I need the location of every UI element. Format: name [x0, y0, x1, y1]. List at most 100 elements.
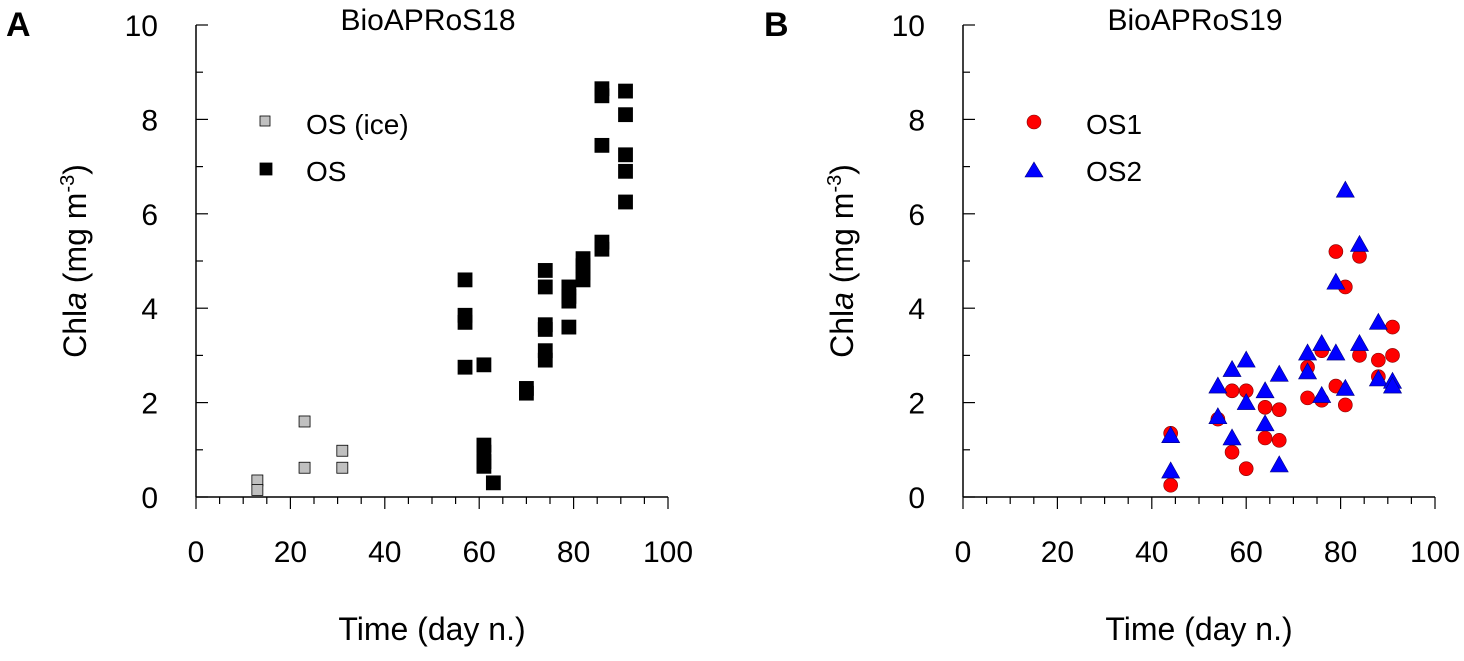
panel-a-y-label-prefix: Chl	[57, 310, 93, 358]
y-tick-label-2: 2	[141, 388, 158, 421]
y-tick-label-6: 6	[141, 199, 158, 232]
panel-b-points	[1161, 180, 1403, 493]
panel-a-title: BioAPRoS18	[340, 4, 515, 37]
panel-b-legend: OS1 OS2	[1024, 109, 1142, 187]
legend-label-os2: OS2	[1086, 156, 1142, 187]
point-os-31	[618, 83, 633, 99]
panel-a-points	[251, 81, 633, 496]
point-os2-22	[1368, 312, 1388, 330]
legend-label-os1: OS1	[1086, 109, 1142, 140]
point-os-ice-2	[298, 415, 311, 428]
point-os-20	[561, 293, 577, 309]
y-tick-label-4: 4	[141, 293, 158, 326]
point-os1-15	[1328, 244, 1344, 259]
point-os2-2	[1208, 376, 1228, 394]
point-os1-9	[1271, 402, 1287, 417]
point-os1-3	[1224, 383, 1240, 399]
point-os2-13	[1298, 362, 1318, 380]
legend-marker-os1	[1026, 114, 1042, 130]
point-os-32	[618, 107, 633, 123]
point-os-25	[575, 272, 591, 288]
point-os2-5	[1222, 428, 1242, 446]
point-os2-6	[1236, 350, 1256, 368]
panel-b-xtick-labels: 0 20 40 60 80 100	[955, 536, 1460, 569]
panel-a-ticks	[195, 24, 669, 509]
panel-a-letter: A	[6, 6, 31, 44]
point-os-35	[618, 194, 633, 210]
x-tick-label-0: 0	[955, 536, 972, 569]
panel-a-y-label-units: (mg m	[57, 193, 93, 293]
point-os2-9	[1255, 414, 1275, 432]
panel-a-y-label: Chla (mg m-3)	[57, 164, 93, 358]
x-tick-label-40: 40	[368, 536, 401, 569]
panel-a-x-label: Time (day n.)	[338, 611, 525, 647]
panel-a: A BioAPRoS18 0 20 40 60 80 100 0 2 4 6 8 10 Time (…	[6, 4, 693, 647]
x-tick-label-100: 100	[1410, 536, 1460, 569]
point-os-0	[457, 272, 473, 288]
point-os-11	[519, 385, 534, 401]
legend-marker-os	[259, 162, 273, 176]
point-os1-1	[1163, 477, 1178, 493]
panel-b-ytick-labels: 0 2 4 6 8 10	[892, 10, 925, 515]
point-os1-23	[1385, 319, 1400, 335]
x-tick-label-80: 80	[1324, 536, 1357, 569]
panel-b-ticks	[962, 24, 1436, 509]
point-os2-23	[1368, 369, 1388, 387]
point-os-12	[537, 263, 553, 278]
panel-a-xtick-labels: 0 20 40 60 80 100	[188, 536, 693, 569]
legend-label-os-ice: OS (ice)	[306, 109, 409, 140]
point-os-30	[594, 241, 610, 257]
point-os2-18	[1335, 180, 1355, 198]
point-os-9	[485, 475, 501, 491]
point-os2-11	[1269, 455, 1289, 473]
point-os2-17	[1326, 343, 1346, 361]
x-tick-label-0: 0	[188, 536, 205, 569]
x-tick-label-40: 40	[1135, 536, 1168, 569]
panel-b-title: BioAPRoS19	[1107, 4, 1282, 37]
y-tick-label-4: 4	[908, 293, 925, 326]
point-os2-20	[1349, 234, 1369, 252]
panel-b-x-label: Time (day n.)	[1105, 611, 1292, 647]
point-os2-8	[1255, 381, 1275, 399]
panel-b-y-label: Chla (mg m-3)	[824, 164, 860, 358]
panel-b-y-label-close: )	[824, 164, 860, 175]
x-tick-label-60: 60	[463, 536, 496, 569]
point-os-27	[594, 88, 610, 104]
y-tick-label-6: 6	[908, 199, 925, 232]
point-os-ice-4	[336, 444, 349, 457]
point-os-4	[476, 357, 492, 373]
point-os-ice-5	[336, 461, 349, 474]
y-tick-label-2: 2	[908, 388, 925, 421]
y-tick-label-10: 10	[125, 10, 158, 43]
x-tick-label-80: 80	[557, 536, 590, 569]
point-os2-0	[1161, 426, 1181, 443]
point-os-28	[594, 137, 610, 153]
point-os-33	[618, 147, 633, 163]
y-tick-label-0: 0	[141, 482, 158, 515]
point-os-8	[476, 458, 492, 474]
point-os2-21	[1349, 333, 1369, 351]
point-os-17	[537, 352, 553, 368]
panel-a-y-label-italic: a	[57, 292, 93, 310]
point-os1-8	[1257, 430, 1273, 446]
point-os1-6	[1238, 461, 1254, 476]
panel-a-y-label-close: )	[57, 164, 93, 175]
point-os2-14	[1312, 333, 1332, 351]
point-os-15	[537, 322, 553, 337]
panel-a-ytick-labels: 0 2 4 6 8 10	[125, 10, 158, 515]
legend-marker-os2	[1024, 161, 1044, 178]
point-os1-12	[1300, 390, 1315, 406]
x-tick-label-60: 60	[1230, 536, 1263, 569]
panel-b-y-label-italic: a	[824, 292, 860, 310]
point-os1-7	[1257, 400, 1273, 415]
panel-b-letter: B	[764, 6, 789, 44]
point-os2-25	[1383, 376, 1403, 394]
point-os2-10	[1269, 364, 1289, 382]
panel-b-y-label-units: (mg m	[824, 193, 860, 293]
point-os2-3	[1208, 407, 1228, 425]
y-tick-label-10: 10	[892, 10, 925, 43]
point-os1-21	[1371, 352, 1386, 368]
y-tick-label-8: 8	[141, 104, 158, 137]
